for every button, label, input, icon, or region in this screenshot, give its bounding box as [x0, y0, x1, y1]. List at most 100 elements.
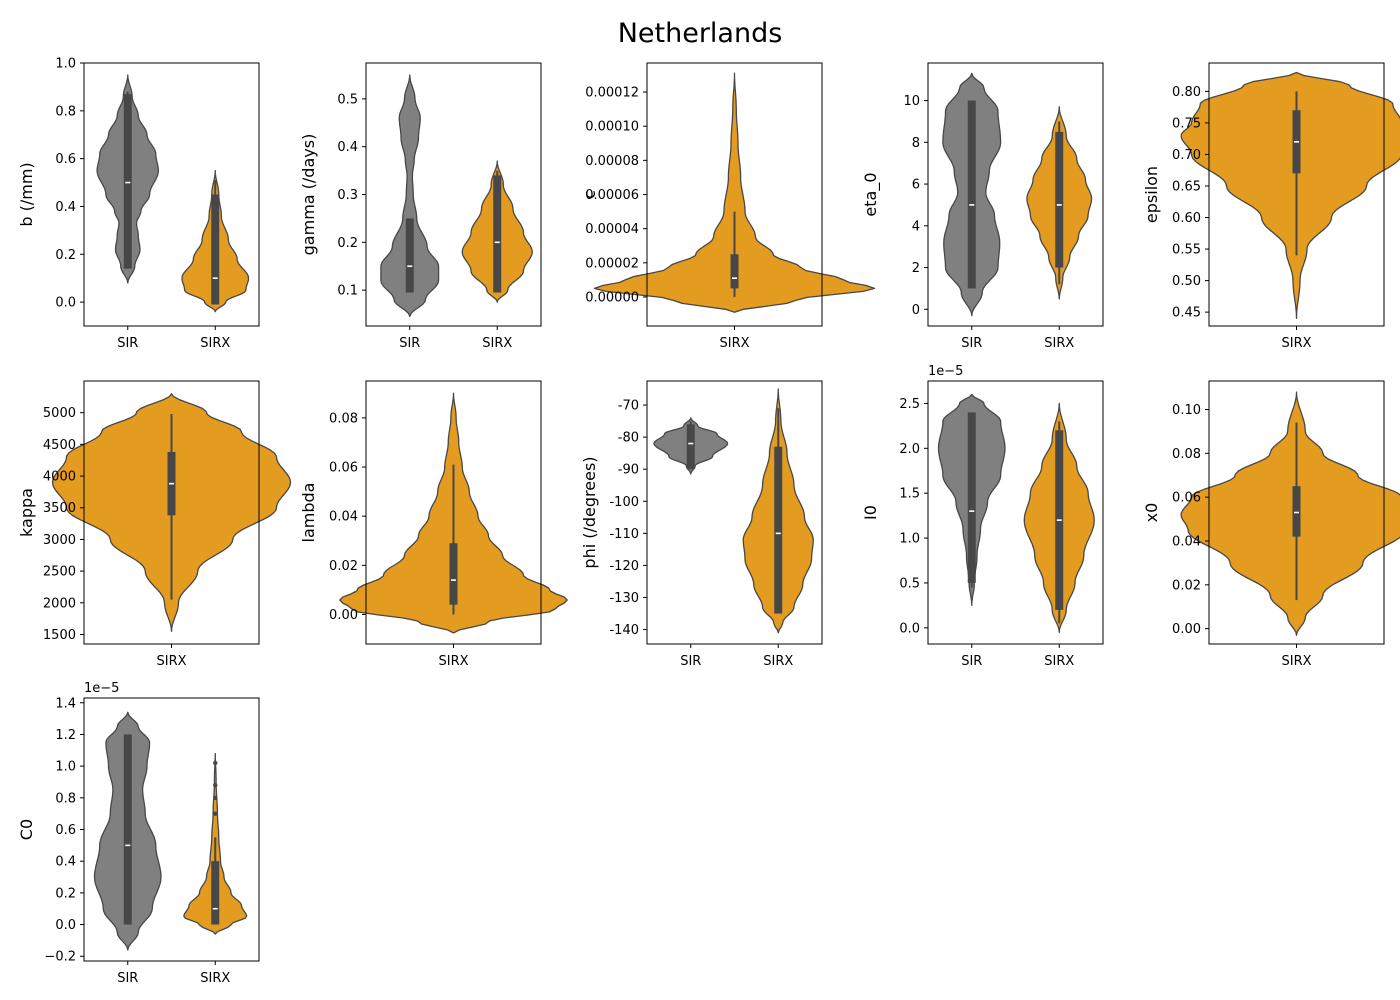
violin-sir: [380, 74, 440, 318]
x-tick-label: SIRX: [1044, 654, 1074, 669]
x-tick-label: SIR: [117, 971, 138, 986]
iqr-box-sir: [123, 734, 132, 925]
y-tick-label: 10: [903, 94, 920, 109]
y-tick-label: 0.00012: [585, 86, 639, 101]
y-tick-label: 1.2: [55, 728, 76, 743]
y-tick-label: 0.5: [899, 576, 920, 591]
y-tick-label: -90: [618, 463, 639, 478]
violin-sirx: [593, 72, 876, 313]
y-tick-label: 0.5: [337, 92, 358, 107]
y-axis-label: gamma (/days): [299, 134, 318, 256]
x-tick-label: SIRX: [1281, 654, 1311, 669]
y-tick-label: 0.55: [1172, 243, 1201, 258]
y-tick-label: 0.00: [1172, 622, 1201, 637]
y-tick-label: 0.70: [1172, 148, 1201, 163]
y-axis-label: b (/mm): [17, 162, 36, 226]
x-tick-label: SIR: [399, 336, 420, 351]
y-tick-label: 0.00010: [585, 120, 639, 135]
y-tick-label: 0.1: [337, 284, 358, 299]
subplot-2: 0.00000 0.00002 0.00004 0.00006 0.00008 0.000…: [580, 62, 876, 351]
subplot-1: 0.1 0.2 0.3 0.4 0.5 SIR SIRX gamma (/days): [299, 62, 542, 351]
y-tick-label: 0.04: [329, 510, 358, 525]
outlier-point: [213, 760, 218, 766]
y-tick-label: 0.2: [55, 248, 76, 263]
y-tick-label: 0.80: [1172, 85, 1201, 100]
x-tick-label: SIRX: [200, 336, 230, 351]
figure-title: Netherlands: [618, 18, 783, 49]
iqr-box-sir: [967, 100, 976, 289]
y-tick-label: 5000: [43, 406, 76, 421]
y-tick-label: -100: [609, 495, 639, 510]
y-tick-label: 0.06: [1172, 491, 1201, 506]
y-tick-label: 0.0: [55, 918, 76, 933]
y-tick-label: 0: [912, 303, 920, 318]
y-tick-label: 0.4: [55, 200, 76, 215]
y-tick-label: 0.02: [329, 559, 358, 574]
axes-frame: [927, 62, 1104, 327]
y-tick-label: 0.08: [329, 411, 358, 426]
y-tick-label: -80: [618, 431, 639, 446]
x-tick-label: SIRX: [482, 336, 512, 351]
outlier-point: [213, 795, 218, 801]
violin-sirx: [1180, 71, 1400, 320]
y-axis-label: eta_0: [861, 172, 881, 216]
y-tick-label: -120: [609, 559, 639, 574]
subplot-5: 1500 2000 2500 3000 3500 4000 4500 5000 SIRX kapp…: [17, 380, 292, 669]
axes-frame: [83, 62, 260, 327]
y-axis-label: C0: [17, 819, 36, 840]
y-tick-label: 1.0: [55, 57, 76, 72]
y-tick-label: 2.5: [899, 397, 920, 412]
y-tick-label: 0.0: [899, 621, 920, 636]
subplot-0: 0.0 0.2 0.4 0.6 0.8 1.0 SIR SIRX b (/mm): [17, 57, 260, 351]
axes-frame: [927, 380, 1104, 645]
y-tick-label: 0.00004: [585, 222, 639, 237]
axis-offset-label: 1e−5: [84, 681, 119, 696]
y-tick-label: 0.0: [55, 296, 76, 311]
x-tick-label: SIRX: [763, 654, 793, 669]
y-tick-label: 1.0: [899, 532, 920, 547]
y-tick-label: -130: [609, 591, 639, 606]
y-tick-label: -70: [618, 399, 639, 414]
subplot-8: 0.0 0.5 1.0 1.5 2.0 2.5 SIR SIRX I0 1e−5: [861, 364, 1104, 669]
y-tick-label: 1500: [43, 628, 76, 643]
subplot-3: 0 2 4 6 8 10 SIR SIRX eta_0: [861, 62, 1104, 351]
y-tick-label: -140: [609, 623, 639, 638]
y-tick-label: 1.0: [55, 760, 76, 775]
iqr-box-sirx: [1055, 131, 1064, 268]
y-tick-label: −0.2: [44, 950, 76, 965]
y-tick-label: 1.4: [55, 696, 76, 711]
y-tick-label: 0.00000: [585, 290, 639, 305]
y-tick-label: 0.2: [337, 236, 358, 251]
y-tick-label: 2.0: [899, 442, 920, 457]
iqr-box-sirx: [449, 543, 458, 605]
x-tick-label: SIRX: [156, 654, 186, 669]
y-tick-label: 0.00002: [585, 256, 639, 271]
subplot-10: −0.2 0.0 0.2 0.4 0.6 0.8 1.0 1.2 1.4 SIR SIRX C0 1e−…: [17, 681, 260, 986]
x-tick-label: SIRX: [438, 654, 468, 669]
subplot-6: 0.00 0.02 0.04 0.06 0.08 SIRX lambda: [299, 380, 568, 669]
iqr-box-sirx: [774, 446, 783, 614]
axis-offset-label: 1e−5: [928, 364, 963, 379]
y-tick-label: 0.75: [1172, 116, 1201, 131]
x-tick-label: SIR: [117, 336, 138, 351]
y-tick-label: 3000: [43, 533, 76, 548]
y-axis-label: x0: [1142, 503, 1161, 523]
y-tick-label: 4000: [43, 470, 76, 485]
iqr-box-sir: [405, 218, 414, 293]
y-axis-label: I0: [861, 505, 880, 520]
y-tick-label: 0.3: [337, 188, 358, 203]
y-axis-label: kappa: [17, 488, 36, 537]
y-tick-label: 0.06: [329, 461, 358, 476]
y-axis-label: c: [580, 190, 599, 199]
y-tick-label: 0.8: [55, 104, 76, 119]
y-tick-label: 0.08: [1172, 447, 1201, 462]
subplot-9: 0.00 0.02 0.04 0.06 0.08 0.10 SIRX x0: [1142, 380, 1400, 669]
y-tick-label: 0.50: [1172, 274, 1201, 289]
x-tick-label: SIRX: [1281, 336, 1311, 351]
y-tick-label: 0.6: [55, 152, 76, 167]
iqr-box-sir: [967, 412, 976, 583]
outlier-point: [213, 811, 218, 816]
x-tick-label: SIR: [961, 654, 982, 669]
